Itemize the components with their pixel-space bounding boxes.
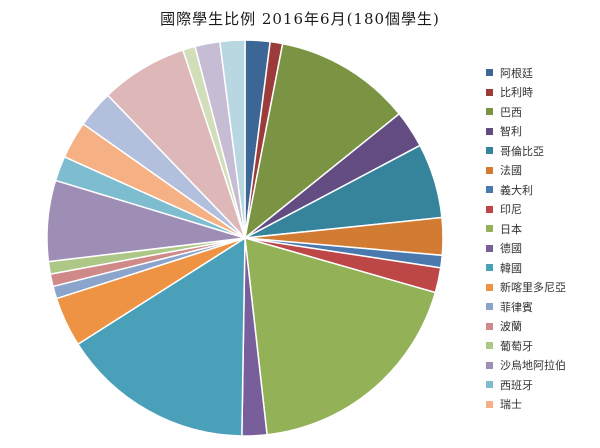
legend-label: 巴西 [500, 105, 522, 119]
pie-slices [46, 39, 444, 437]
legend-swatch [486, 108, 493, 116]
legend-label: 德國 [500, 242, 522, 256]
chart-title: 國際學生比例 2016年6月(180個學生) [160, 10, 440, 28]
legend-swatch [486, 166, 493, 174]
legend-label: 哥倫比亞 [500, 144, 544, 158]
legend-item: 巴西 [486, 102, 566, 122]
legend-label: 法國 [500, 164, 522, 178]
legend-item: 葡萄牙 [486, 336, 566, 356]
legend-item: 智利 [486, 122, 566, 142]
legend-item: 印尼 [486, 200, 566, 220]
legend-swatch [486, 147, 493, 155]
legend-swatch [486, 264, 493, 272]
pie-slice-8 [244, 236, 437, 436]
legend-swatch [486, 88, 493, 96]
legend-item: 義大利 [486, 180, 566, 200]
legend-swatch [486, 69, 493, 77]
legend-item: 瑞士 [486, 395, 566, 415]
legend-swatch [486, 283, 493, 291]
pie-slice-10 [76, 236, 246, 437]
legend-label: 阿根廷 [500, 66, 533, 80]
legend-item: 法國 [486, 161, 566, 181]
legend-swatch [486, 381, 493, 389]
legend-item: 菲律賓 [486, 297, 566, 317]
legend-label: 義大利 [500, 183, 533, 197]
legend-label: 波蘭 [500, 320, 522, 334]
legend-label: 比利時 [500, 86, 533, 100]
legend-item: 韓國 [486, 258, 566, 278]
legend: 阿根廷比利時巴西智利哥倫比亞法國義大利印尼日本德國韓國新喀里多尼亞 菲律賓波蘭葡萄… [486, 63, 566, 414]
legend-item: 阿根廷 [486, 63, 566, 83]
legend-label: 日本 [500, 222, 522, 236]
legend-label: 菲律賓 [500, 300, 533, 314]
legend-item: 哥倫比亞 [486, 141, 566, 161]
legend-swatch [486, 303, 493, 311]
legend-label: 印尼 [500, 203, 522, 217]
legend-label: 智利 [500, 125, 522, 139]
legend-label: 韓國 [500, 261, 522, 275]
legend-label: 西班牙 [500, 378, 533, 392]
legend-item: 沙烏地阿拉伯 [486, 356, 566, 376]
legend-label: 沙烏地阿拉伯 [500, 359, 566, 373]
legend-item: 日本 [486, 219, 566, 239]
legend-swatch [486, 225, 493, 233]
legend-label: 葡萄牙 [500, 339, 533, 353]
legend-swatch [486, 342, 493, 350]
legend-swatch [486, 322, 493, 330]
pie-slice-22 [218, 39, 246, 239]
legend-item: 比利時 [486, 83, 566, 103]
legend-item: 西班牙 [486, 375, 566, 395]
legend-item: 波蘭 [486, 317, 566, 337]
legend-swatch [486, 127, 493, 135]
legend-swatch [486, 400, 493, 408]
legend-swatch [486, 186, 493, 194]
legend-item: 德國 [486, 239, 566, 259]
legend-label: 新喀里多尼亞 [500, 281, 566, 295]
legend-label: 瑞士 [500, 398, 522, 412]
legend-item: 新喀里多尼亞 [486, 278, 566, 298]
legend-swatch [486, 205, 493, 213]
pie-slice-2 [243, 42, 401, 240]
legend-swatch [486, 244, 493, 252]
legend-swatch [486, 361, 493, 369]
